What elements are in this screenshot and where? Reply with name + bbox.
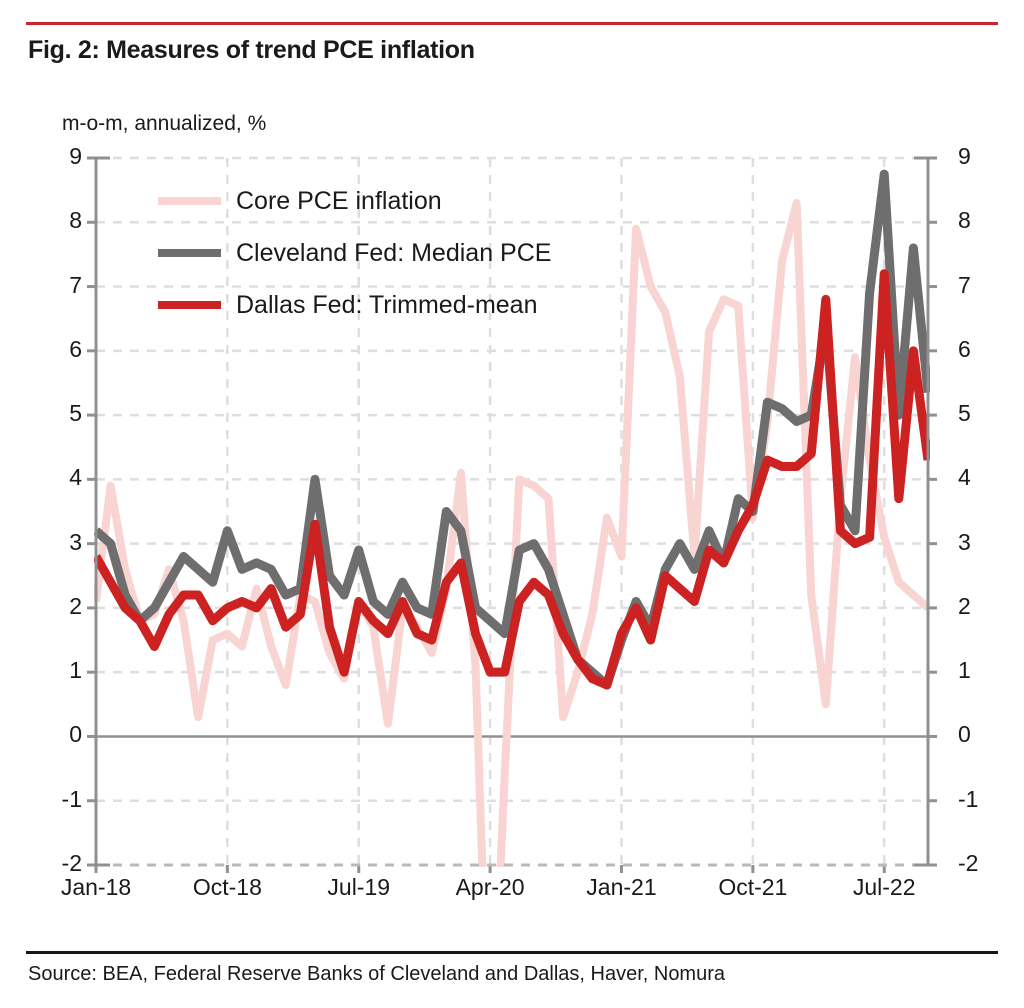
x-axis-tick-label: Jan-21: [586, 874, 657, 900]
y-axis-tick-label-right: 0: [958, 721, 971, 748]
x-axis-tick-label: Oct-21: [718, 874, 788, 900]
data-series-layer: [94, 169, 930, 867]
y-axis-tick-label-left: 1: [69, 657, 82, 684]
x-axis-tick-label: Oct-18: [192, 874, 262, 900]
legend-label: Dallas Fed: Trimmed-mean: [236, 291, 538, 319]
x-axis-tick-label: Jul-22: [852, 874, 916, 900]
source-note: Source: BEA, Federal Reserve Banks of Cl…: [28, 963, 726, 985]
series-line-cleveland-fed-median-pce: [94, 169, 930, 690]
legend-swatch: [158, 197, 221, 205]
y-axis-tick-label-left: 3: [69, 528, 82, 555]
bottom-divider-rule: [26, 951, 998, 954]
y-axis-tick-label-right: 8: [958, 207, 971, 234]
y-axis-tick-label-left: -1: [61, 785, 82, 812]
y-axis-tick-label-right: 9: [958, 143, 971, 169]
y-axis-tick-label-right: 6: [958, 335, 971, 362]
y-axis-tick-label-left: 7: [69, 271, 82, 298]
y-axis-tick-label-right: 7: [958, 271, 971, 298]
x-axis-tick-label: Jan-18: [60, 874, 132, 900]
axis-frame: [94, 156, 930, 867]
y-axis-tick-label-left: 8: [69, 207, 82, 234]
y-axis-tick-label-left: 2: [69, 592, 82, 619]
series-line-dallas-fed-trimmed-mean: [94, 269, 930, 690]
page-title: Fig. 2: Measures of trend PCE inflation: [28, 36, 475, 64]
legend-label: Cleveland Fed: Median PCE: [236, 239, 552, 267]
y-axis-tick-label-right: 5: [958, 400, 971, 427]
x-axis-tick-label: Apr-20: [455, 874, 525, 900]
y-axis-tick-label-left: 6: [69, 335, 82, 362]
y-axis-tick-label-right: 3: [958, 528, 971, 555]
legend-swatch: [158, 249, 221, 257]
y-axis-tick-label-right: 1: [958, 657, 971, 684]
y-axis-tick-label-right: 4: [958, 464, 971, 491]
axis-unit-label: m-o-m, annualized, %: [62, 112, 267, 135]
x-axis-tick-label: Jul-19: [327, 874, 391, 900]
y-axis-tick-label-right: -2: [958, 850, 979, 876]
legend-label: Core PCE inflation: [236, 187, 442, 215]
legend-swatch: [158, 301, 221, 309]
y-axis-tick-label-left: 9: [69, 143, 82, 169]
y-axis-tick-label-left: 0: [69, 721, 82, 748]
y-axis-tick-label-left: -2: [61, 850, 82, 876]
y-axis-tick-label-left: 5: [69, 400, 82, 427]
top-divider-rule: [26, 22, 998, 25]
y-axis-tick-label-right: -1: [958, 785, 979, 812]
y-axis-tick-label-right: 2: [958, 592, 971, 619]
y-axis-tick-label-left: 4: [69, 464, 82, 491]
